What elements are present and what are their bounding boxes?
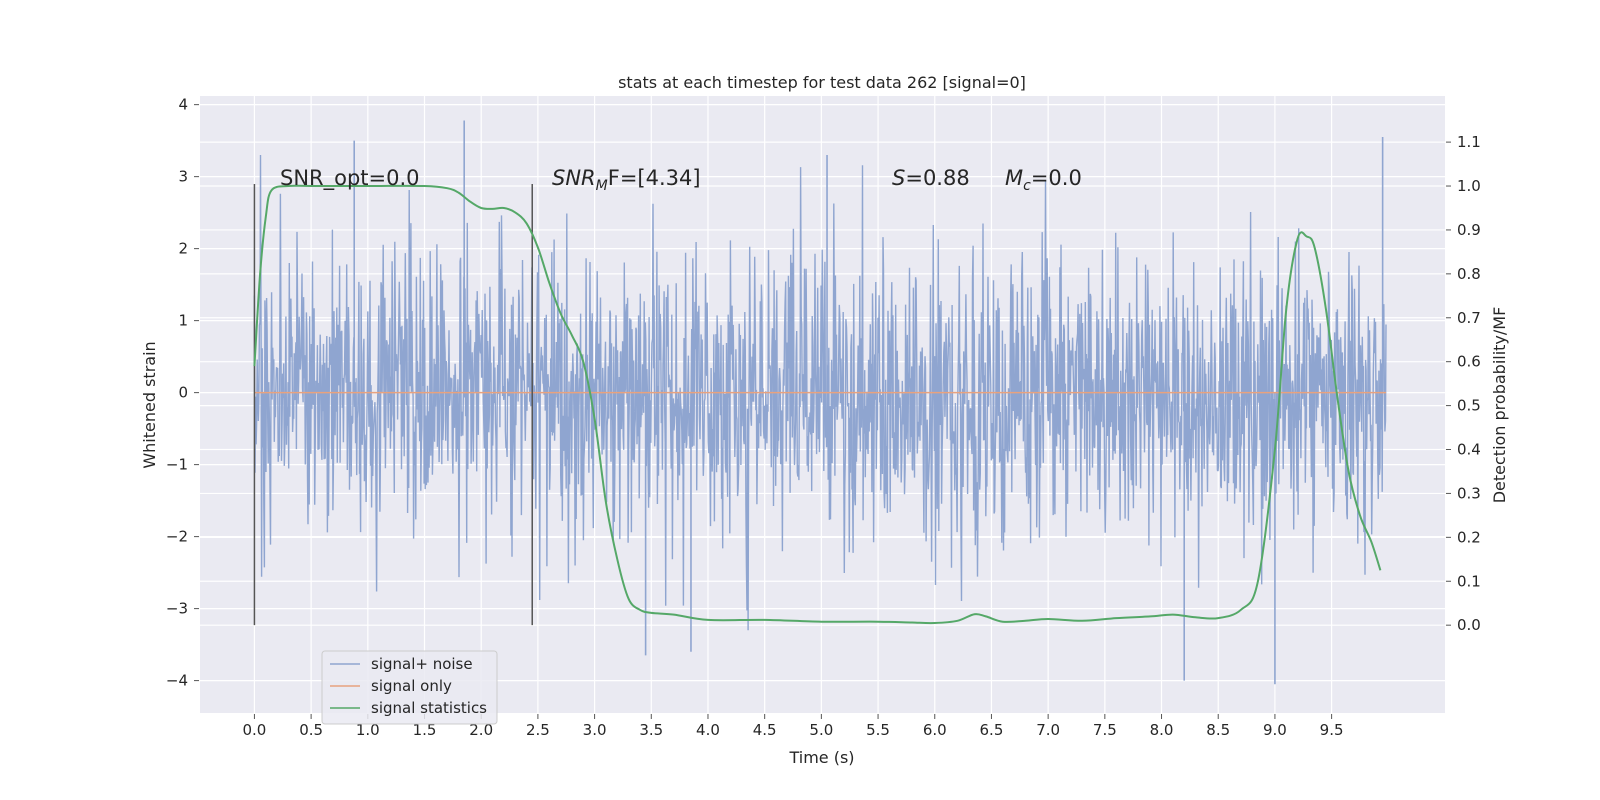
x-tick-label: 5.0 [809,721,833,739]
x-tick-label: 4.0 [696,721,720,739]
y-tick-label: 3 [178,168,188,186]
y-axis-ticks: 4 3 2 1 0 −1 −2 −3 −4 [166,96,199,690]
x-tick-label: 5.5 [866,721,890,739]
x-tick-label: 9.0 [1263,721,1287,739]
x-tick-label: 1.0 [356,721,380,739]
y2-tick-label: 1.1 [1457,133,1481,151]
statistics-curve [253,184,1382,625]
annotation-snr-mf-value: F=[4.34] [608,166,701,190]
y-tick-label: 4 [178,96,188,114]
annotation-mc-sub: c [1023,178,1031,194]
annotation-s: S=0.88 [892,166,970,190]
series-signal-noise [253,120,1387,685]
x-axis-label: Time (s) [788,748,854,767]
y2-tick-label: 0.3 [1457,484,1481,502]
x-axis-ticks: 0.0 0.5 1.0 1.5 2.0 2.5 3.0 3.5 4.0 4.5 5.0 5.5 6.0 6… [242,714,1344,739]
legend-label-signal-only: signal only [371,677,452,695]
y-tick-label: −1 [166,456,188,474]
x-tick-label: 8.5 [1206,721,1230,739]
y-tick-label: 0 [178,384,188,402]
y-tick-label: 1 [178,312,188,330]
y-axis-label: Whitened strain [140,341,159,468]
legend-label-signal-noise: signal+ noise [371,655,473,673]
y2-tick-label: 0.8 [1457,265,1481,283]
y-tick-label: 2 [178,240,188,258]
x-tick-label: 2.0 [469,721,493,739]
y2-tick-label: 0.2 [1457,528,1481,546]
annotation-snr-mf: SNRMF=[4.34] [552,166,701,194]
y-tick-label: −2 [166,528,188,546]
x-tick-label: 8.0 [1150,721,1174,739]
y2-tick-label: 0.5 [1457,397,1481,415]
annotation-s-name: S [892,166,905,190]
x-tick-label: 7.5 [1093,721,1117,739]
annotation-snr-mf-name: SNR [552,166,596,190]
y2-tick-label: 0.0 [1457,616,1481,634]
y2-axis-ticks: 1.1 1.0 0.9 0.8 0.7 0.6 0.5 0.4 0.3 0.2 0.1 0.0 [1446,133,1481,634]
y2-tick-label: 0.1 [1457,572,1481,590]
y2-tick-label: 0.6 [1457,353,1481,371]
y2-tick-label: 1.0 [1457,177,1481,195]
y2-axis-label: Detection probability/MF [1490,307,1509,504]
legend-label-signal-statistics: signal statistics [371,699,487,717]
x-tick-label: 0.5 [299,721,323,739]
annotation-snr-mf-sub: M [596,178,608,194]
x-tick-label: 1.5 [413,721,437,739]
series-signal-statistics [253,184,1382,625]
y2-tick-label: 0.9 [1457,221,1481,239]
x-tick-label: 2.5 [526,721,550,739]
x-tick-label: 7.0 [1036,721,1060,739]
annotation-mc: Mc=0.0 [1005,166,1082,194]
x-tick-label: 0.0 [242,721,266,739]
x-tick-label: 3.0 [583,721,607,739]
chart-title: stats at each timestep for test data 262… [618,73,1026,92]
annotation-snr-opt: SNR_opt=0.0 [280,166,420,191]
annotation-mc-name: M [1005,166,1023,190]
noise-trace [253,154,1387,631]
x-tick-label: 4.5 [753,721,777,739]
annotation-mc-value: =0.0 [1031,166,1082,190]
x-tick-label: 6.5 [980,721,1004,739]
y-tick-label: −4 [166,672,188,690]
y2-tick-label: 0.4 [1457,441,1481,459]
x-tick-label: 3.5 [639,721,663,739]
legend-box [321,650,498,725]
x-tick-label: 9.5 [1320,721,1344,739]
y2-tick-label: 0.7 [1457,309,1481,327]
annotation-s-value: =0.88 [905,166,969,190]
y-tick-label: −3 [166,600,188,618]
x-tick-label: 6.0 [923,721,947,739]
vertical-markers [253,184,533,626]
legend: signal+ noise signal only signal statist… [321,650,498,725]
